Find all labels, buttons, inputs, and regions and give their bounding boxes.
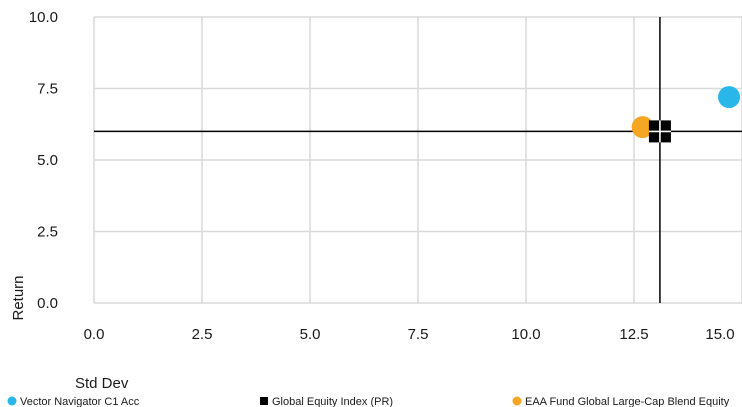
- x-tick-label: 12.5: [619, 326, 648, 343]
- legend-swatch-circle: [7, 396, 17, 406]
- x-tick-label: 7.5: [408, 326, 429, 343]
- legend-label: Global Equity Index (PR): [272, 396, 393, 407]
- x-tick-label: 10.0: [511, 326, 540, 343]
- legend-swatch-circle: [512, 396, 522, 406]
- point-circle: [631, 116, 654, 139]
- legend: Vector Navigator C1 Acc Global Equity Ind…: [7, 396, 730, 407]
- grid-lines: [93, 16, 742, 304]
- y-axis-title: Return: [10, 275, 27, 320]
- y-tick-label: 2.5: [37, 224, 58, 241]
- y-tick-label: 10.0: [29, 9, 58, 26]
- data-points: [631, 86, 741, 143]
- x-tick-label: 5.0: [300, 326, 321, 343]
- x-tick-label: 0.0: [84, 326, 105, 343]
- point-circle: [718, 86, 741, 109]
- x-tick-label: 2.5: [192, 326, 213, 343]
- legend-swatch-square: [260, 397, 268, 405]
- y-tick-label: 5.0: [37, 152, 58, 169]
- x-axis-title: Std Dev: [75, 375, 129, 392]
- y-tick-label: 7.5: [37, 81, 58, 98]
- legend-label: Vector Navigator C1 Acc: [20, 396, 140, 407]
- x-axis-tick-labels: 0.0 2.5 5.0 7.5 10.0 12.5 15.0: [84, 326, 735, 343]
- legend-label: EAA Fund Global Large-Cap Blend Equity: [525, 396, 730, 407]
- y-tick-label: 0.0: [37, 295, 58, 312]
- y-axis-tick-labels: 0.0 2.5 5.0 7.5 10.0: [29, 9, 58, 312]
- x-tick-label: 15.0: [705, 326, 734, 343]
